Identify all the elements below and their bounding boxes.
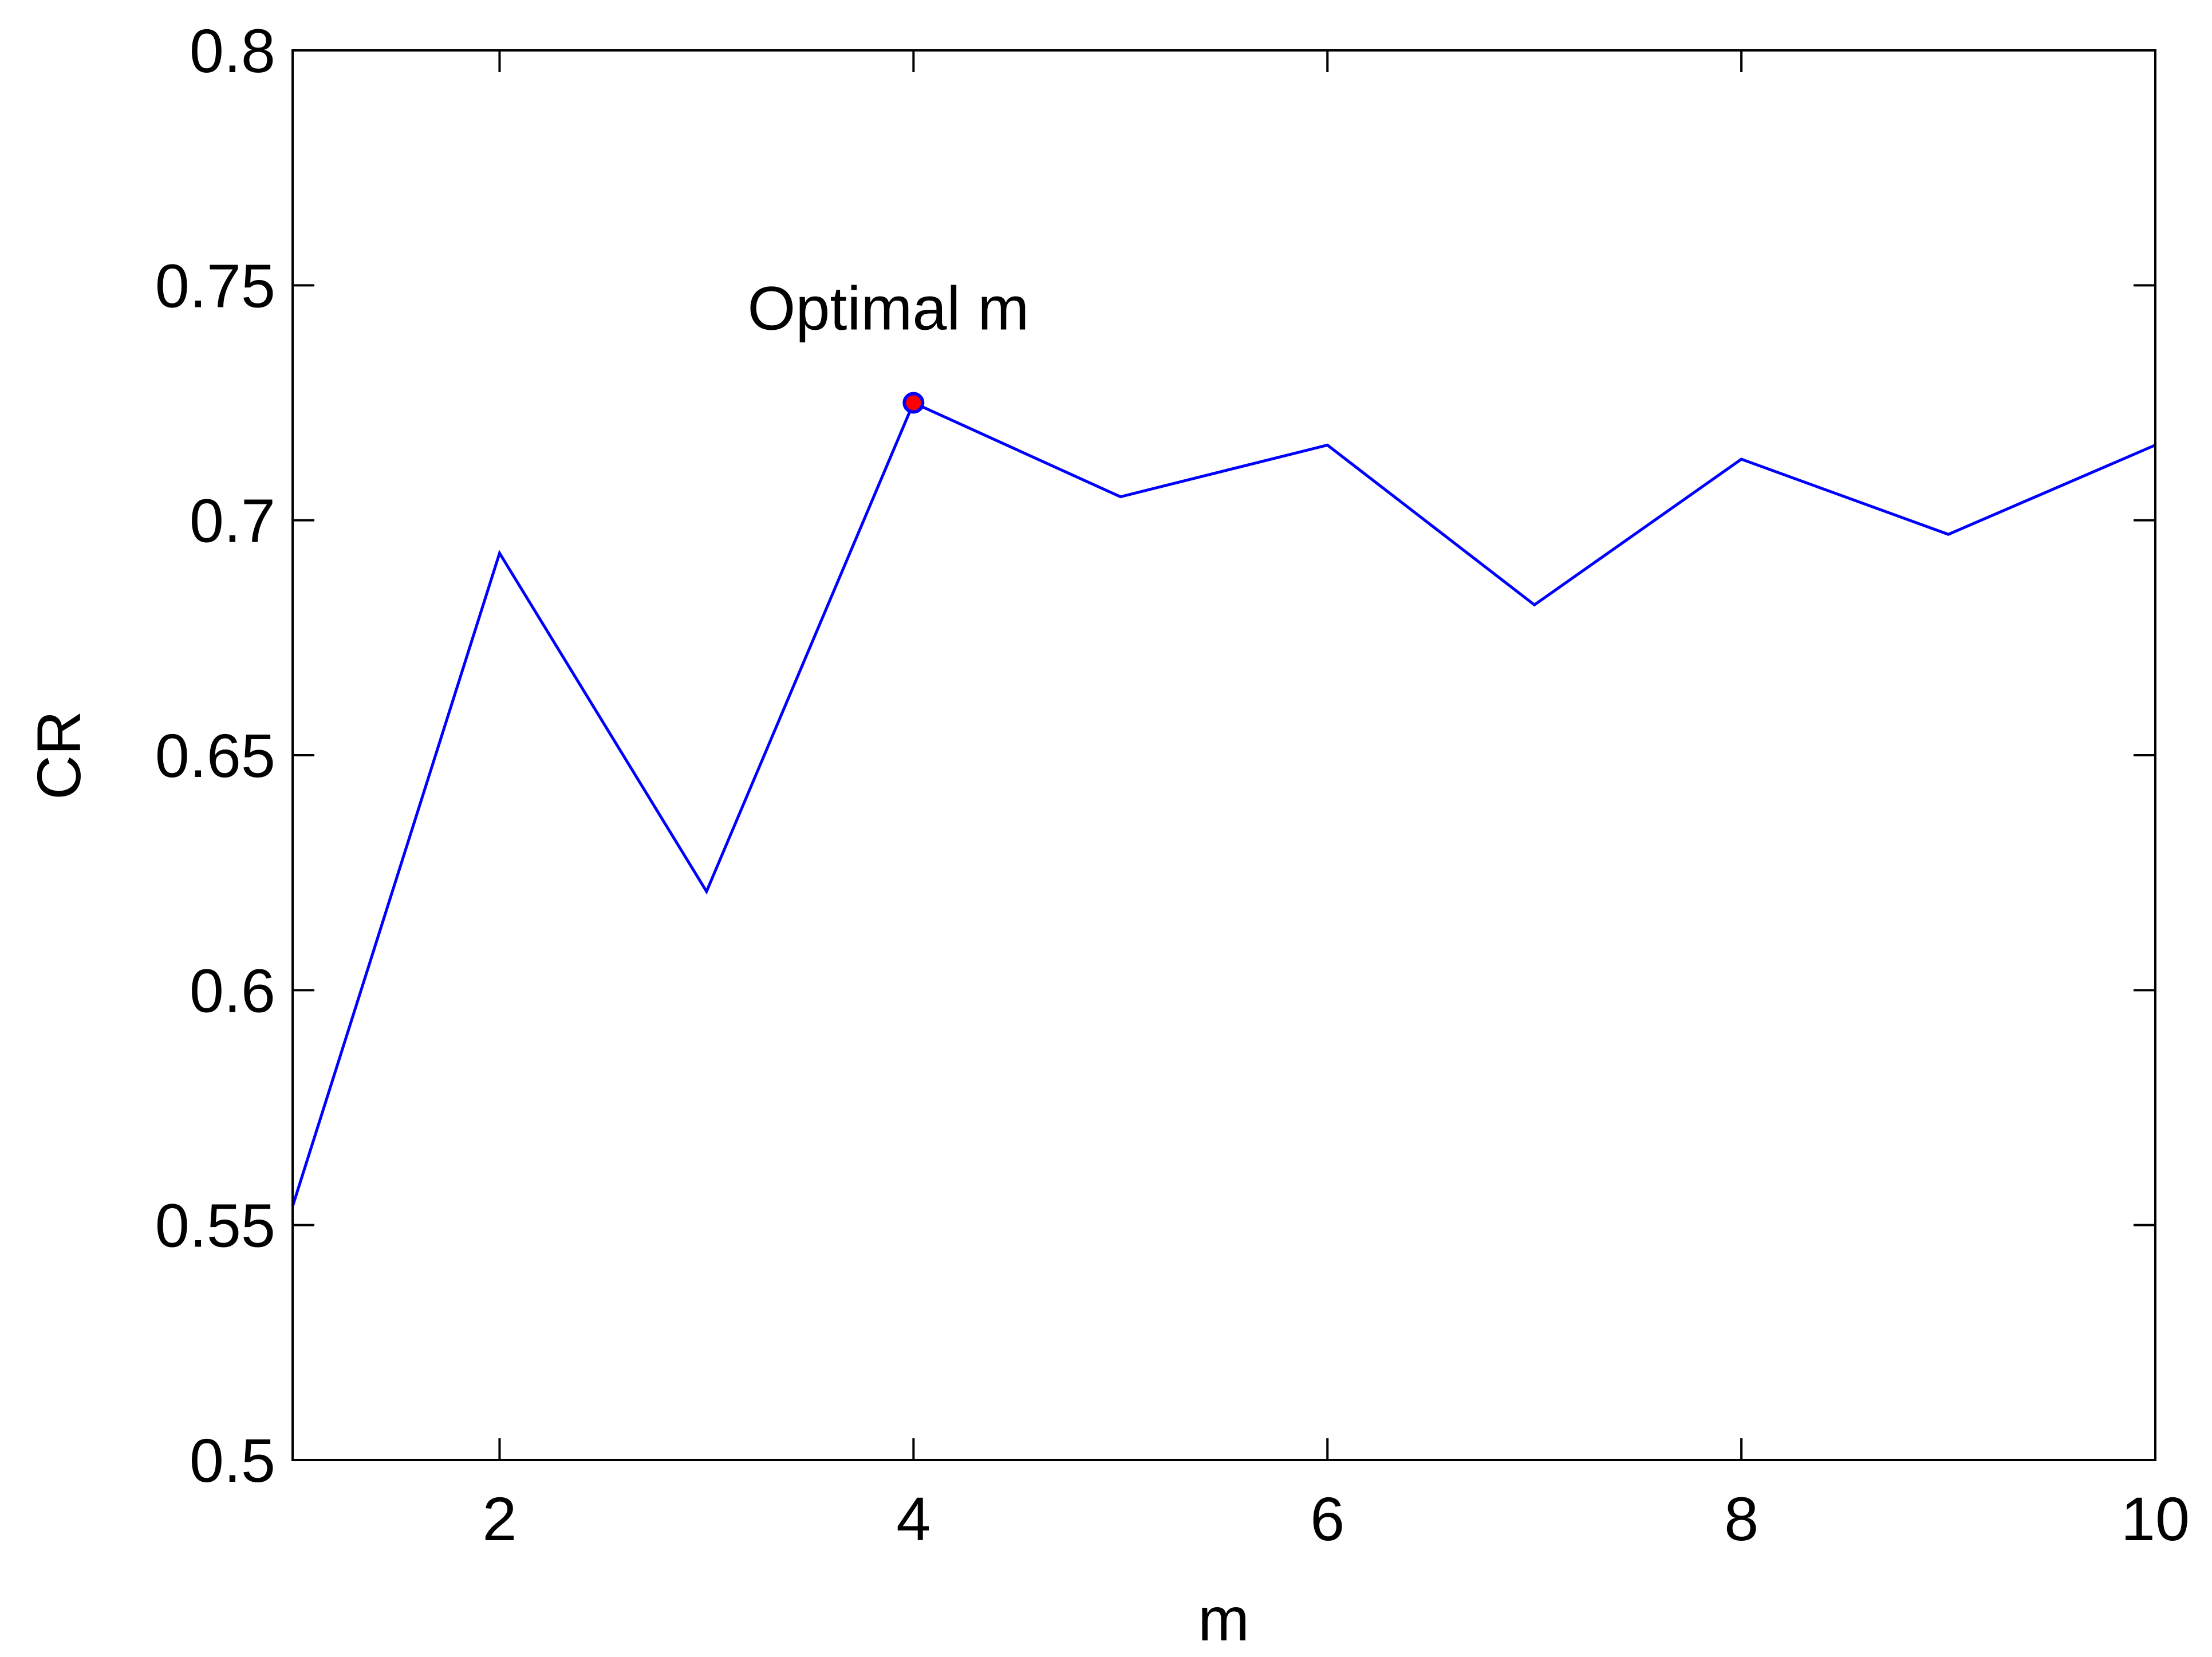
- series-layer: [291, 392, 2156, 1207]
- annotation-optimal-m: Optimal m: [747, 273, 1029, 342]
- y-tick-label: 0.55: [155, 1191, 275, 1260]
- annotation-layer: Optimal m: [747, 273, 1029, 342]
- y-tick-label: 0.8: [190, 16, 275, 85]
- ticks-layer: 2 4 6 8 10 0.5 0.55 0.6 0.65 0.7 0.75 0.8: [155, 16, 2190, 1553]
- x-tick-label: 10: [2121, 1484, 2190, 1553]
- y-tick-label: 0.5: [190, 1426, 275, 1495]
- series-line: [291, 401, 2156, 1207]
- optimal-point-marker: [902, 392, 925, 414]
- y-axis-label: CR: [24, 711, 93, 800]
- x-tick-label: 6: [1310, 1484, 1344, 1553]
- y-tick-label: 0.75: [155, 251, 275, 320]
- x-tick-label: 2: [482, 1484, 516, 1553]
- plot-background: [293, 50, 2155, 1460]
- x-tick-label: 4: [896, 1484, 930, 1553]
- y-tick-label: 0.6: [190, 956, 275, 1025]
- y-tick-label: 0.7: [190, 486, 275, 555]
- y-tick-label: 0.65: [155, 721, 275, 790]
- plot-frame: [291, 49, 2156, 1461]
- x-axis-label: m: [1198, 1584, 1249, 1654]
- x-tick-label: 8: [1724, 1484, 1758, 1553]
